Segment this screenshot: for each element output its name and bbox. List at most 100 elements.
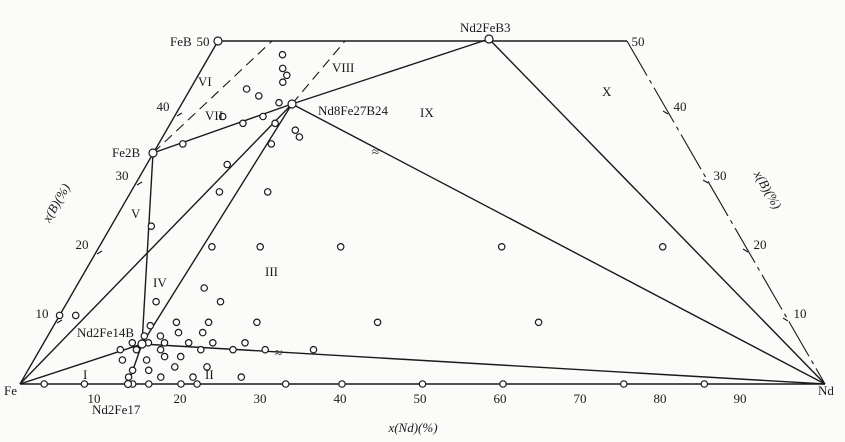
sample-point (156, 345, 165, 354)
phase-point-nd2fe14b (137, 339, 147, 349)
sample-point (338, 380, 346, 388)
sample-point (534, 318, 543, 327)
sample-point (71, 311, 80, 320)
sample-point (237, 373, 246, 381)
left-tick-label: 30 (116, 168, 129, 183)
sample-point (203, 363, 211, 371)
label-feb: FeB (170, 34, 192, 49)
phase-point-fe2b (148, 148, 158, 158)
sample-point (309, 345, 318, 354)
sample-point (145, 380, 153, 388)
sample-point (619, 380, 628, 388)
right-tick-label: 40 (674, 99, 687, 114)
region-viii: VIII (332, 60, 354, 75)
break-marks: ≈ ≈ (275, 144, 379, 360)
region-v: V (131, 206, 141, 221)
sample-point (223, 160, 232, 169)
tie-nd8fe27b24-nd2feb3 (291, 38, 490, 105)
label-nd2fe14b: Nd2Fe14B (77, 325, 134, 340)
label-nd2fe17: Nd2Fe17 (92, 402, 141, 417)
right-tick-label: 20 (754, 237, 767, 252)
x-tick-label: 10 (88, 391, 101, 406)
right-tick-labels: 10 20 30 40 50 (632, 34, 807, 321)
sample-point (124, 373, 133, 381)
sample-point (172, 318, 181, 327)
left-axis-title: x(B)(%) (39, 181, 73, 226)
phase-point-feb (213, 36, 223, 46)
left-tick-labels: 10 20 30 40 50 (36, 34, 210, 321)
right-tick-label: 10 (794, 306, 807, 321)
sample-point (160, 352, 169, 361)
x-tick-label: 40 (334, 391, 347, 406)
tie-nd2fe14b-nd8fe27b24 (141, 103, 293, 345)
sample-point (200, 284, 209, 292)
sample-point (218, 112, 227, 121)
left-tick-label: 40 (157, 99, 170, 114)
corner-fe: Fe (4, 383, 17, 398)
sample-point (118, 356, 127, 364)
region-x: X (602, 84, 612, 99)
tie-lines (19, 38, 826, 385)
sample-point (295, 133, 304, 141)
region-vi: VI (198, 74, 212, 89)
right-axis-title: x(B)(%) (750, 167, 784, 212)
left-tick-label: 10 (36, 306, 49, 321)
right-edge-ticks (662, 110, 789, 322)
break-mark-lower: ≈ (275, 345, 282, 360)
break-mark-upper: ≈ (372, 144, 379, 159)
sample-point (144, 366, 153, 375)
sample-point (132, 345, 141, 354)
sample-point (116, 345, 125, 354)
region-ii: II (205, 367, 214, 382)
sample-point (152, 297, 160, 306)
left-tick-label: 20 (76, 237, 89, 252)
sample-point (147, 222, 156, 231)
x-tick-label: 60 (494, 391, 507, 406)
sample-point (259, 112, 267, 121)
right-tick-label: 50 (632, 34, 645, 49)
region-ix: IX (420, 105, 434, 120)
right-edge (626, 40, 826, 385)
x-tick-label: 80 (654, 391, 667, 406)
label-nd2feb3: Nd2FeB3 (460, 20, 511, 35)
tie-fe-nd8fe27b24 (19, 103, 293, 385)
region-i: I (83, 367, 87, 382)
sample-point (171, 363, 179, 371)
left-edge (19, 40, 219, 385)
dashed-viii-boundary (291, 40, 346, 105)
sample-point (156, 332, 165, 340)
sample-point (193, 380, 201, 388)
sample-point (128, 366, 137, 375)
x-axis-title: x(Nd)(%) (387, 420, 437, 435)
phase-point-nd2feb3 (484, 34, 494, 44)
sample-point (267, 140, 276, 148)
phase-point-nd2fe17 (123, 379, 133, 389)
label-nd8fe27b24: Nd8Fe27B24 (318, 103, 389, 118)
label-fe2b: Fe2B (112, 145, 141, 160)
sample-point (700, 380, 709, 388)
sample-point (373, 318, 382, 327)
sample-point (418, 380, 427, 388)
left-tick-label: 50 (197, 34, 210, 49)
sample-point (278, 78, 287, 87)
region-vii: VII (205, 108, 223, 123)
sample-point (215, 188, 224, 196)
sample-point (497, 243, 506, 251)
sample-point (658, 243, 667, 251)
sample-point (278, 64, 287, 73)
sample-point (189, 373, 197, 381)
tie-nd8fe27b24-nd (291, 103, 826, 385)
sample-point (239, 119, 247, 128)
sample-point (142, 356, 151, 364)
sample-point (204, 318, 213, 327)
sample-point (216, 297, 225, 306)
sample-points (40, 50, 709, 388)
x-tick-label: 50 (414, 391, 427, 406)
sample-point (278, 50, 287, 59)
sample-point (229, 345, 237, 354)
x-tick-labels: 10 20 30 40 50 60 70 80 90 (88, 391, 747, 406)
sample-point (177, 380, 185, 388)
sample-point (499, 380, 507, 388)
sample-point (157, 373, 165, 381)
